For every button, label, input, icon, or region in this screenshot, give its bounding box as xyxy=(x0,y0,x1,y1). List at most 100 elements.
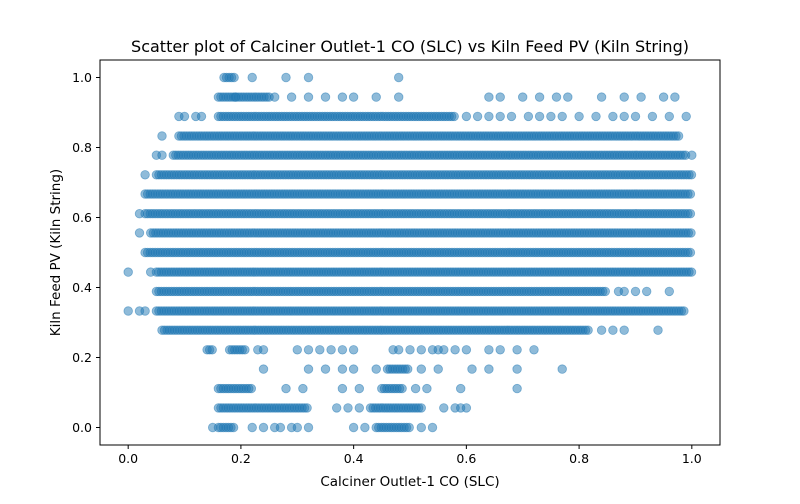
data-point xyxy=(686,170,697,180)
data-point xyxy=(123,267,133,277)
data-point xyxy=(326,345,336,355)
data-point xyxy=(354,383,365,394)
x-tick-label: 0.2 xyxy=(231,451,251,466)
data-point xyxy=(275,422,286,433)
x-tick-label: 0.8 xyxy=(569,451,589,466)
data-point xyxy=(348,345,359,355)
data-point xyxy=(557,364,567,374)
data-point xyxy=(551,92,562,102)
data-point xyxy=(286,92,297,102)
data-point xyxy=(397,383,407,394)
data-point xyxy=(403,364,413,374)
points-layer xyxy=(123,72,697,433)
data-point xyxy=(240,345,250,355)
data-point xyxy=(449,111,459,122)
data-point xyxy=(140,170,150,180)
data-point xyxy=(348,364,359,374)
data-point xyxy=(439,345,449,355)
data-point xyxy=(439,403,449,413)
data-point xyxy=(679,306,689,316)
data-point xyxy=(247,72,257,83)
data-point xyxy=(619,92,629,102)
data-point xyxy=(608,111,618,122)
data-point xyxy=(157,131,167,141)
data-point xyxy=(484,345,494,355)
data-point xyxy=(320,92,331,102)
data-point xyxy=(303,422,314,433)
data-point xyxy=(658,92,669,102)
data-point xyxy=(292,422,303,433)
y-tick-label: 0.4 xyxy=(72,280,92,295)
x-tick-label: 1.0 xyxy=(682,451,702,466)
data-point xyxy=(427,422,438,433)
y-tick-label: 0.8 xyxy=(72,140,92,155)
data-point xyxy=(484,364,494,374)
data-point xyxy=(685,189,696,199)
data-point xyxy=(557,111,567,122)
y-tick-label: 0.6 xyxy=(72,210,92,225)
data-point xyxy=(337,345,348,355)
data-point xyxy=(394,72,404,83)
x-tick-label: 0.0 xyxy=(118,451,138,466)
data-point xyxy=(320,364,331,374)
data-point xyxy=(337,383,348,394)
data-point xyxy=(687,150,697,160)
data-point xyxy=(670,92,680,102)
data-point xyxy=(246,383,257,394)
data-point xyxy=(157,150,167,160)
data-point xyxy=(484,92,494,102)
data-point xyxy=(512,364,522,374)
data-point xyxy=(512,383,522,394)
data-point xyxy=(140,306,150,316)
data-point xyxy=(518,92,528,102)
data-point xyxy=(292,345,303,355)
data-point xyxy=(619,325,629,335)
data-point xyxy=(534,111,545,122)
data-point xyxy=(686,228,696,238)
data-point xyxy=(563,92,573,102)
data-point xyxy=(196,111,207,122)
y-tick-label: 1.0 xyxy=(72,70,92,85)
data-point xyxy=(416,364,427,374)
data-point xyxy=(461,111,472,122)
x-tick-label: 0.6 xyxy=(456,451,476,466)
data-point xyxy=(506,111,517,122)
data-point xyxy=(600,286,611,297)
data-point xyxy=(608,325,618,335)
data-point xyxy=(207,422,218,433)
data-point xyxy=(404,422,414,433)
data-point xyxy=(685,247,696,258)
data-point xyxy=(405,345,415,355)
data-point xyxy=(422,383,432,394)
data-point xyxy=(371,364,381,374)
data-point xyxy=(315,345,325,355)
data-point xyxy=(495,345,505,355)
data-point xyxy=(348,92,359,102)
data-point xyxy=(303,364,314,374)
data-point xyxy=(134,208,145,219)
data-point xyxy=(416,422,427,433)
data-point xyxy=(636,92,646,102)
data-point xyxy=(229,72,239,83)
data-point xyxy=(596,325,607,335)
data-point xyxy=(247,422,257,433)
data-point xyxy=(354,403,365,413)
data-point xyxy=(302,403,312,413)
data-point xyxy=(673,131,684,141)
data-point xyxy=(343,403,353,413)
data-point xyxy=(461,345,472,355)
data-point xyxy=(123,306,133,316)
data-point xyxy=(591,111,601,122)
data-point xyxy=(270,92,280,102)
data-point xyxy=(348,422,359,433)
data-point xyxy=(583,325,593,335)
x-tick-label: 0.4 xyxy=(344,451,364,466)
data-point xyxy=(523,111,534,122)
y-tick-label: 0.0 xyxy=(72,420,92,435)
data-point xyxy=(303,345,314,355)
data-point xyxy=(179,111,190,122)
y-tick-label: 0.2 xyxy=(72,350,92,365)
data-point xyxy=(681,111,691,122)
